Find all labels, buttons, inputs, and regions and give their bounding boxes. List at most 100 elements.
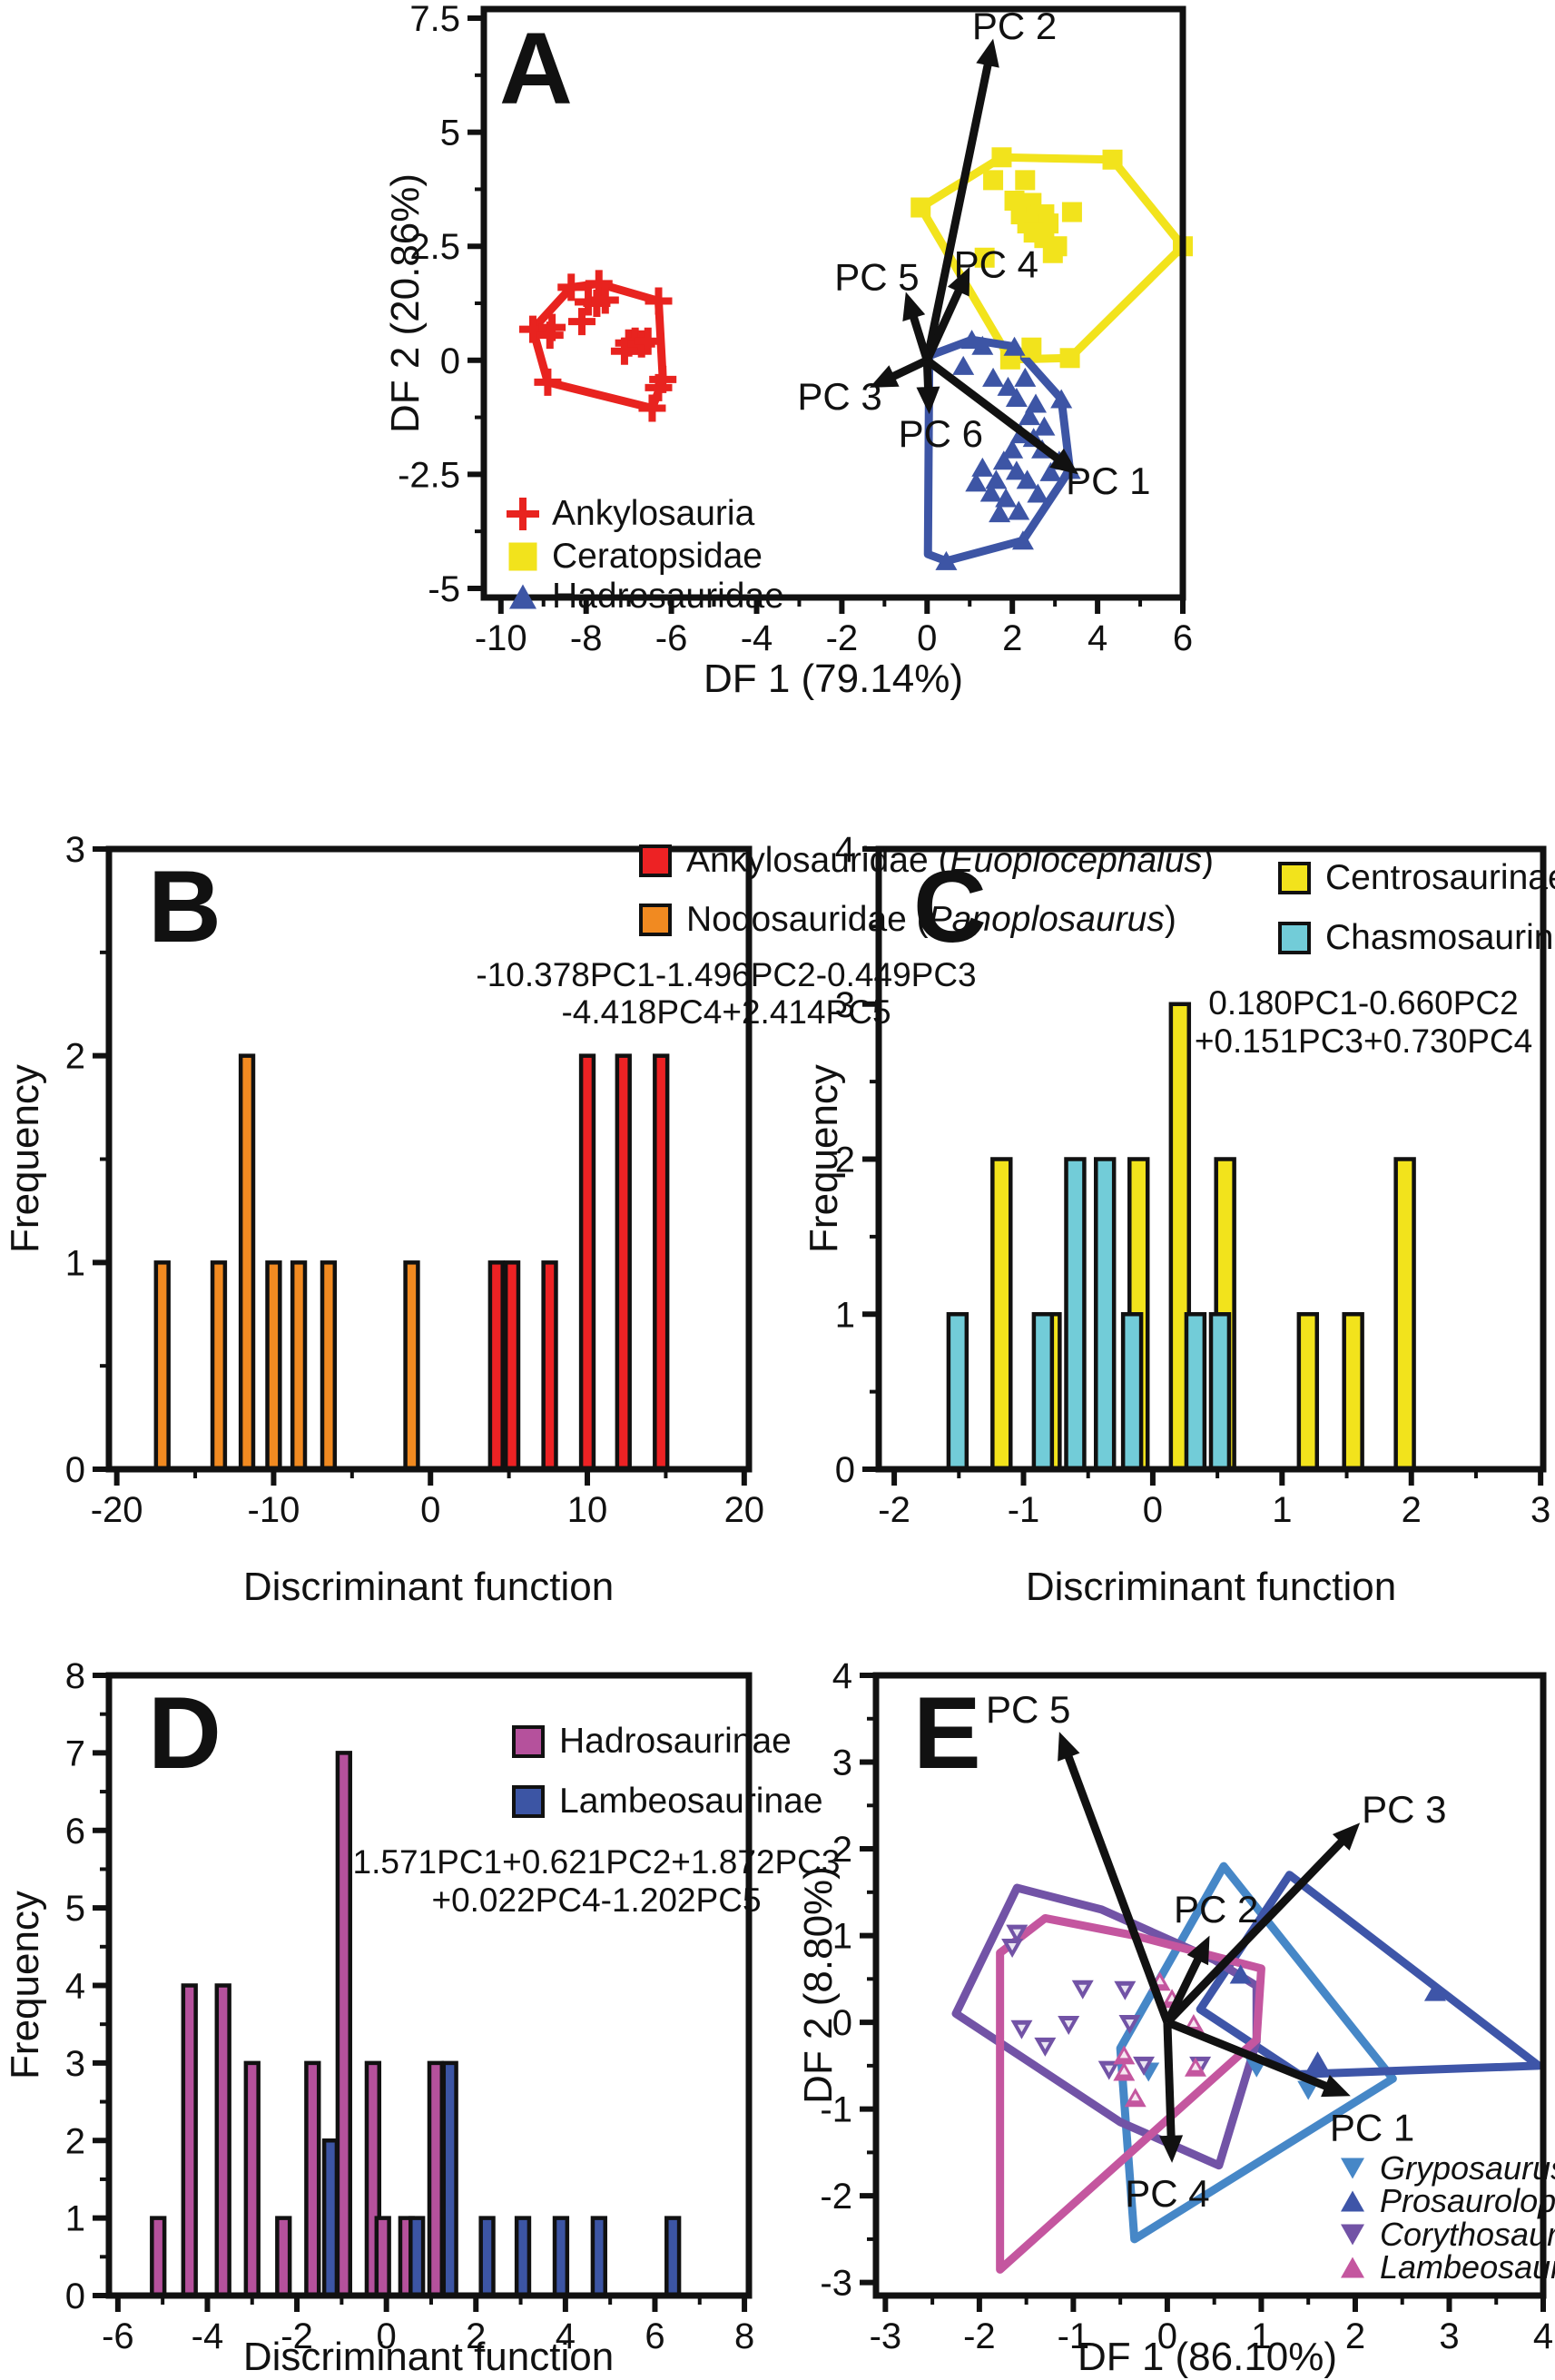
svg-text:3: 3 [65, 830, 85, 870]
pc-vector-label: PC 2 [1174, 1888, 1258, 1931]
svg-text:-3: -3 [870, 2316, 902, 2356]
svg-text:-4: -4 [192, 2316, 224, 2356]
panel-b-letter: B [148, 850, 221, 963]
svg-text:0: 0 [65, 1450, 85, 1490]
panel-b-equation-line-1: -10.378PC1-1.496PC2-0.449PC3 [476, 956, 977, 993]
legend-label-prosaurolophus: Prosaurolophus [1380, 2182, 1555, 2219]
panel-c-x-axis-label: Discriminant function [1025, 1565, 1397, 1609]
svg-text:0: 0 [832, 2003, 852, 2043]
svg-text:0: 0 [1157, 2316, 1177, 2356]
svg-text:0: 0 [917, 618, 937, 658]
panel-e-x-axis-label: DF 1 (86.10%) [1077, 2335, 1338, 2379]
svg-text:4: 4 [556, 2316, 576, 2356]
svg-text:6: 6 [65, 1812, 85, 1852]
legend-label-gryposaurus: Gryposaurus [1380, 2149, 1555, 2187]
pc-vector-label: PC 3 [1362, 1788, 1446, 1831]
svg-text:2: 2 [65, 1037, 85, 1077]
svg-text:5: 5 [440, 114, 460, 153]
legend-swatch-lambeosaurinae [512, 1785, 545, 1818]
pc-vector-label: PC 5 [986, 1688, 1070, 1731]
svg-text:-1: -1 [1008, 1490, 1040, 1530]
svg-text:3: 3 [832, 1743, 852, 1783]
panel-e-y-axis-label: DF 2 (8.80%) [796, 1866, 841, 2104]
legend-label-ankylosauria: Ankylosauria [552, 494, 755, 533]
panel-d-equation-line-2: +0.022PC4-1.202PC5 [431, 1881, 762, 1919]
plus-icon-bar [507, 510, 539, 518]
legend-text: Ankylosauridae ( [686, 841, 950, 880]
svg-text:1: 1 [832, 1917, 852, 1957]
svg-text:-10: -10 [248, 1490, 300, 1530]
legend-text: Nodosauridae ( [686, 900, 929, 939]
panel-a-plot: PC 2PC 4PC 5PC 3PC 6PC 1-10 -8 -6 -4 -2 0 2 4 67… [398, 0, 1193, 658]
legend-label-nodosauridae: Nodosauridae (Panoplosaurus) [686, 900, 1176, 940]
legend-swatch-hadrosaurinae [512, 1725, 545, 1758]
legend-label-centrosaurinae: Centrosaurinae [1325, 858, 1555, 897]
panel-c-equation-line-2: +0.151PC3+0.730PC4 [1194, 1022, 1533, 1060]
svg-text:-8: -8 [570, 618, 603, 658]
svg-text:3: 3 [1439, 2316, 1459, 2356]
svg-text:-2: -2 [280, 2316, 313, 2356]
svg-text:4: 4 [832, 1656, 852, 1696]
svg-text:-20: -20 [91, 1490, 143, 1530]
panel-c-y-axis-label: Frequency [802, 1064, 846, 1253]
panel-a-y-axis-label: DF 2 (20.86%) [383, 173, 428, 434]
panel-b-equation-line-2: -4.418PC4+2.414PC5 [561, 993, 891, 1031]
svg-text:4: 4 [835, 830, 855, 870]
svg-text:4: 4 [1533, 2316, 1553, 2356]
svg-text:8: 8 [734, 2316, 754, 2356]
svg-text:4: 4 [1088, 618, 1107, 658]
svg-text:2: 2 [65, 2121, 85, 2161]
svg-text:7.5: 7.5 [409, 0, 460, 39]
svg-text:3: 3 [835, 985, 855, 1025]
svg-text:-1: -1 [820, 2090, 852, 2130]
legend-label-hadrosauridae: Hadrosauridae [552, 577, 784, 616]
svg-text:-3: -3 [820, 2264, 852, 2304]
svg-text:3: 3 [65, 2044, 85, 2084]
svg-text:0: 0 [420, 1490, 440, 1530]
svg-text:1: 1 [65, 2199, 85, 2239]
svg-text:0: 0 [65, 2276, 85, 2316]
panel-d-letter: D [148, 1676, 221, 1790]
legend-label-lambeosaurus: Lambeosaurus [1380, 2248, 1555, 2286]
svg-text:-2: -2 [878, 1490, 910, 1530]
svg-text:-2: -2 [963, 2316, 996, 2356]
svg-text:-2.5: -2.5 [398, 455, 460, 495]
legend-swatch-ankylosauridae [639, 844, 672, 877]
svg-text:2.5: 2.5 [409, 227, 460, 267]
panel-e-plot: PC 5 PC 3 PC 2 PC 1 PC 4 -3 -2 -1 0 1 2 3 4 4 3 2 1 0 -1 -2… [820, 1656, 1553, 2356]
panel-b-plot: -20 -10 0 10 20 0 1 2 3 [65, 830, 764, 1530]
svg-text:6: 6 [645, 2316, 664, 2356]
pc-vector-label: PC 1 [1330, 2107, 1414, 2149]
panel-a-letter: A [499, 12, 573, 125]
svg-text:2: 2 [832, 1830, 852, 1870]
pc-vector-label: PC 3 [797, 375, 881, 418]
legend-swatch-chasmosaurinae [1278, 922, 1311, 954]
svg-text:0: 0 [440, 341, 460, 381]
panel-d-plot: -6 -4 -2 0 2 4 6 8 0 1 2 3 4 5 6 7 8 [65, 1656, 754, 2356]
svg-text:2: 2 [466, 2316, 486, 2356]
svg-text:-6: -6 [655, 618, 688, 658]
pc-vector-label: PC 4 [1125, 2172, 1209, 2215]
svg-text:0: 0 [1143, 1490, 1163, 1530]
pc-vector-label: PC 4 [954, 242, 1038, 285]
pc-vector-label: PC 6 [899, 412, 983, 455]
panel-e-letter: E [913, 1676, 981, 1790]
svg-text:-2: -2 [820, 2177, 852, 2217]
svg-text:1: 1 [1251, 2316, 1271, 2356]
svg-text:-5: -5 [428, 569, 460, 609]
panel-a-x-axis-label: DF 1 (79.14%) [703, 657, 964, 701]
svg-text:2: 2 [1345, 2316, 1365, 2356]
pc-vector-label: PC 1 [1066, 459, 1150, 502]
legend-label-chasmosaurinae: Chasmosaurinae [1325, 918, 1555, 957]
svg-text:4: 4 [65, 1967, 85, 2007]
panel-c-equation-line-1: 0.180PC1-0.660PC2 [1208, 984, 1519, 1022]
legend-text: ) [1164, 900, 1176, 939]
svg-text:2: 2 [1002, 618, 1022, 658]
svg-text:1: 1 [65, 1243, 85, 1283]
panel-c-plot: -2 -1 0 1 2 3 0 1 2 3 4 [835, 830, 1551, 1530]
svg-text:-10: -10 [475, 618, 527, 658]
svg-text:2: 2 [835, 1141, 855, 1180]
svg-text:3: 3 [1530, 1490, 1550, 1530]
